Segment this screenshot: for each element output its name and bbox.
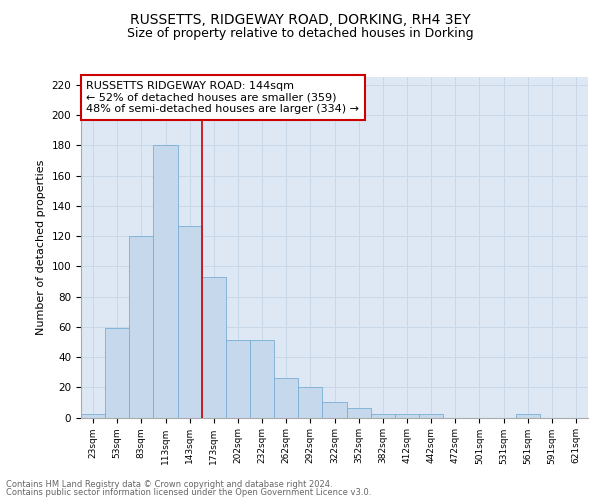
Text: Size of property relative to detached houses in Dorking: Size of property relative to detached ho… xyxy=(127,28,473,40)
Bar xyxy=(371,414,395,418)
Bar xyxy=(274,378,298,418)
Bar xyxy=(105,328,129,418)
Bar xyxy=(250,340,274,417)
Text: RUSSETTS, RIDGEWAY ROAD, DORKING, RH4 3EY: RUSSETTS, RIDGEWAY ROAD, DORKING, RH4 3E… xyxy=(130,12,470,26)
Bar xyxy=(202,277,226,418)
Bar xyxy=(81,414,105,418)
Bar xyxy=(347,408,371,418)
Y-axis label: Number of detached properties: Number of detached properties xyxy=(36,160,46,335)
Bar xyxy=(154,146,178,418)
Text: RUSSETTS RIDGEWAY ROAD: 144sqm
← 52% of detached houses are smaller (359)
48% of: RUSSETTS RIDGEWAY ROAD: 144sqm ← 52% of … xyxy=(86,81,359,114)
Bar xyxy=(298,388,322,418)
Bar xyxy=(322,402,347,417)
Bar xyxy=(178,226,202,418)
Bar xyxy=(129,236,154,418)
Text: Contains public sector information licensed under the Open Government Licence v3: Contains public sector information licen… xyxy=(6,488,371,497)
Bar xyxy=(419,414,443,418)
Bar xyxy=(395,414,419,418)
Bar xyxy=(226,340,250,417)
Text: Contains HM Land Registry data © Crown copyright and database right 2024.: Contains HM Land Registry data © Crown c… xyxy=(6,480,332,489)
Bar xyxy=(515,414,540,418)
